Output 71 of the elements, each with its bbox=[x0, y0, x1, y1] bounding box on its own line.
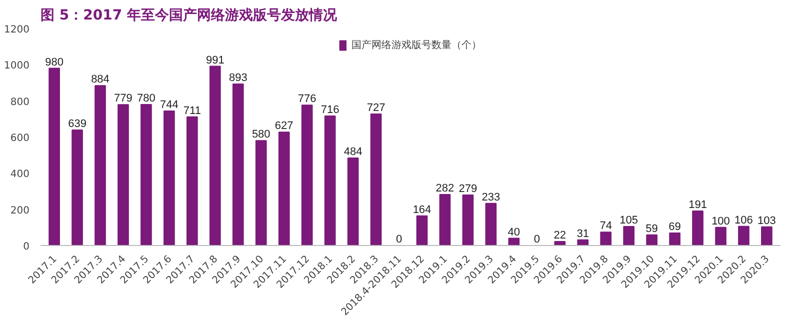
bar bbox=[669, 232, 680, 246]
data-label: 980 bbox=[45, 56, 64, 68]
bar bbox=[623, 226, 634, 246]
bar bbox=[508, 238, 520, 246]
bar bbox=[462, 194, 474, 246]
bar bbox=[347, 157, 359, 246]
data-label: 780 bbox=[137, 92, 156, 104]
y-tick-label: 1200 bbox=[4, 24, 30, 36]
bar bbox=[646, 234, 658, 246]
bar bbox=[692, 210, 704, 246]
bar bbox=[118, 104, 129, 246]
bar bbox=[324, 116, 336, 246]
y-tick-label: 1000 bbox=[4, 60, 30, 72]
bar bbox=[554, 241, 566, 246]
data-label: 711 bbox=[183, 104, 201, 117]
y-tick-label: 800 bbox=[10, 96, 30, 108]
bar bbox=[738, 226, 750, 246]
bar bbox=[140, 104, 152, 246]
data-label: 893 bbox=[228, 72, 248, 84]
data-label: 191 bbox=[688, 198, 707, 211]
y-tick-label: 0 bbox=[23, 242, 30, 252]
bar bbox=[301, 104, 313, 246]
data-label: 744 bbox=[160, 98, 178, 111]
bar bbox=[186, 116, 198, 246]
bar bbox=[715, 226, 726, 246]
data-label: 233 bbox=[482, 191, 500, 204]
bar bbox=[439, 194, 451, 246]
bar bbox=[164, 110, 175, 246]
bar bbox=[577, 239, 589, 246]
data-label: 40 bbox=[508, 226, 520, 238]
bar bbox=[370, 114, 382, 246]
data-label: 103 bbox=[758, 214, 776, 227]
bar bbox=[255, 140, 267, 246]
bar bbox=[209, 66, 221, 246]
data-label: 484 bbox=[344, 146, 362, 158]
bar bbox=[485, 202, 497, 246]
legend-label: 国产网络游戏版号数量（个） bbox=[352, 38, 482, 52]
data-label: 106 bbox=[734, 214, 753, 226]
data-label: 0 bbox=[396, 234, 402, 246]
data-label: 31 bbox=[576, 228, 589, 240]
data-label: 100 bbox=[712, 215, 730, 228]
data-label: 282 bbox=[436, 182, 454, 195]
data-label: 279 bbox=[458, 183, 478, 196]
data-label: 59 bbox=[646, 222, 658, 235]
data-label: 716 bbox=[320, 104, 340, 116]
bar bbox=[416, 215, 428, 246]
data-label: 779 bbox=[114, 92, 132, 105]
data-label: 105 bbox=[620, 214, 638, 227]
y-tick-label: 200 bbox=[10, 205, 30, 216]
data-label: 991 bbox=[206, 54, 224, 66]
bar bbox=[232, 84, 244, 246]
y-tick-label: 400 bbox=[10, 169, 30, 180]
data-label: 639 bbox=[68, 118, 86, 130]
data-label: 74 bbox=[600, 220, 612, 232]
data-label: 627 bbox=[274, 120, 294, 132]
data-label: 0 bbox=[534, 234, 540, 246]
chart-title: 图 5：2017 年至今国产网络游戏版号发放情况 bbox=[40, 6, 338, 24]
data-label: 727 bbox=[366, 102, 386, 114]
y-tick-label: 600 bbox=[10, 133, 30, 144]
data-label: 22 bbox=[554, 230, 566, 242]
data-label: 69 bbox=[668, 221, 681, 234]
bar bbox=[761, 226, 772, 246]
data-label: 776 bbox=[298, 93, 316, 106]
bar bbox=[94, 85, 106, 246]
bar bbox=[72, 129, 83, 246]
bar bbox=[278, 132, 290, 246]
data-label: 580 bbox=[252, 128, 270, 141]
bar bbox=[600, 232, 612, 246]
bar bbox=[48, 68, 60, 246]
data-label: 884 bbox=[91, 74, 110, 86]
data-label: 164 bbox=[412, 204, 432, 216]
